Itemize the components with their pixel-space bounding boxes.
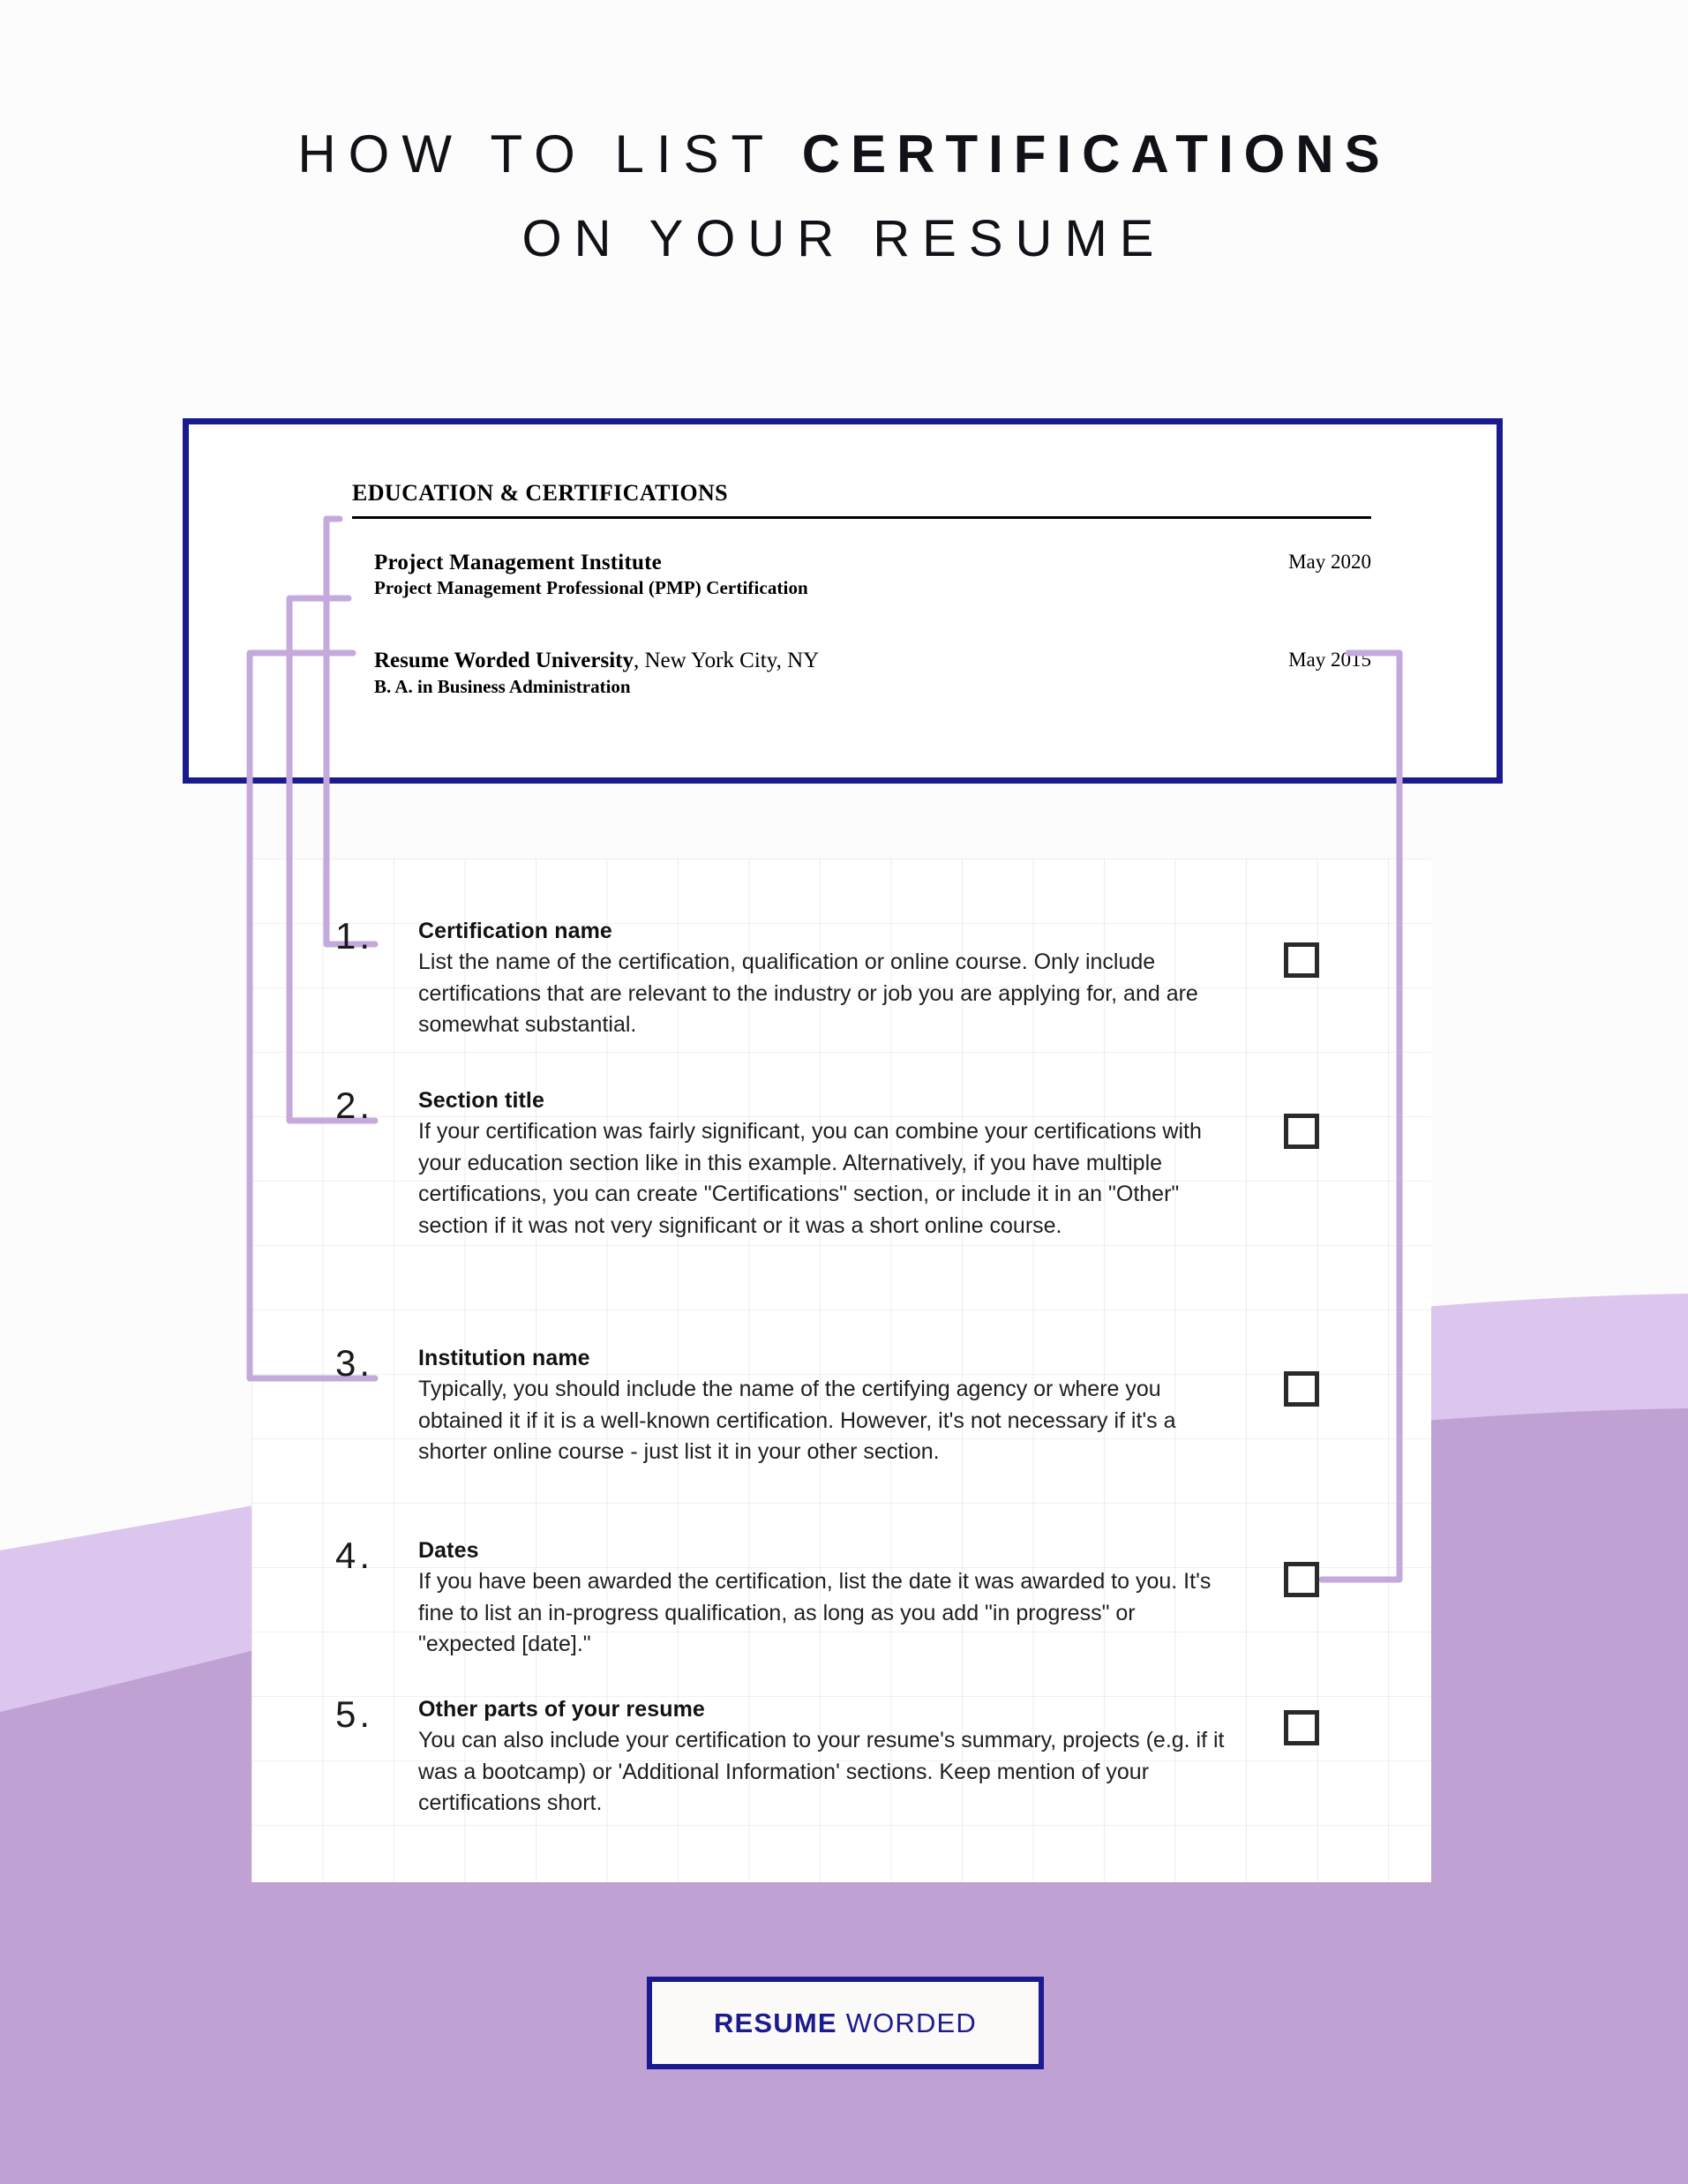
- resume-entry-org: Project Management Institute: [374, 551, 662, 574]
- tip-item-5: 5. Other parts of your resume You can al…: [335, 1696, 1447, 1855]
- tip-item-2: 2. Section title If your certification w…: [335, 1087, 1447, 1345]
- checkbox-tip-5[interactable]: [1284, 1710, 1319, 1745]
- title-line-2: ON YOUR RESUME: [521, 209, 1167, 267]
- tip-heading-3: Institution name: [418, 1346, 590, 1370]
- tip-heading-5: Other parts of your resume: [418, 1697, 705, 1722]
- brand-logo-text: RESUME WORDED: [714, 2008, 977, 2039]
- checkbox-tip-3[interactable]: [1284, 1371, 1319, 1407]
- resume-example-box: EDUCATION & CERTIFICATIONS Project Manag…: [183, 418, 1503, 784]
- tip-number-4: 4.: [335, 1535, 374, 1576]
- brand-name-light: WORDED: [836, 2007, 978, 2038]
- tip-item-1: 1. Certification name List the name of t…: [335, 918, 1447, 1087]
- tip-item-4: 4. Dates If you have been awarded the ce…: [335, 1537, 1447, 1696]
- tip-number-2: 2.: [335, 1084, 374, 1126]
- tip-text-5: You can also include your certification …: [418, 1728, 1225, 1816]
- checkbox-tip-1[interactable]: [1284, 942, 1319, 978]
- tip-item-3: 3. Institution name Typically, you shoul…: [335, 1345, 1447, 1537]
- tip-text-2: If your certification was fairly signifi…: [418, 1119, 1202, 1238]
- tip-number-1: 1.: [335, 915, 374, 957]
- tips-list: 1. Certification name List the name of t…: [335, 918, 1447, 1855]
- resume-education-date: May 2015: [1288, 649, 1371, 671]
- grid-background-panel: [251, 859, 1431, 1882]
- resume-entry-date: May 2020: [1288, 551, 1371, 573]
- title-plain: HOW TO LIST: [297, 124, 802, 184]
- tip-text-4: If you have been awarded the certificati…: [418, 1569, 1212, 1657]
- checkbox-tip-2[interactable]: [1284, 1114, 1319, 1149]
- checkbox-tip-4[interactable]: [1284, 1562, 1319, 1597]
- resume-section-heading: EDUCATION & CERTIFICATIONS: [352, 480, 729, 506]
- title-bold: CERTIFICATIONS: [801, 124, 1391, 184]
- tip-heading-4: Dates: [418, 1538, 479, 1563]
- tip-number-5: 5.: [335, 1693, 374, 1735]
- page-title: HOW TO LIST CERTIFICATIONS ON YOUR RESUM…: [0, 124, 1688, 269]
- tip-text-3: Typically, you should include the name o…: [418, 1377, 1176, 1465]
- tip-text-1: List the name of the certification, qual…: [418, 949, 1198, 1038]
- resume-entry-detail: Project Management Professional (PMP) Ce…: [374, 577, 808, 598]
- tip-heading-1: Certification name: [418, 919, 612, 943]
- tip-number-3: 3.: [335, 1342, 374, 1384]
- brand-name-bold: RESUME: [713, 2007, 837, 2038]
- resume-section-rule: [352, 516, 1371, 519]
- resume-university-location: , New York City, NY: [633, 649, 820, 672]
- title-line-1: HOW TO LIST CERTIFICATIONS: [0, 124, 1688, 186]
- tip-heading-2: Section title: [418, 1088, 544, 1113]
- resume-university-name: Resume Worded University: [374, 649, 634, 672]
- brand-logo[interactable]: RESUME WORDED: [647, 1977, 1044, 2069]
- resume-degree: B. A. in Business Administration: [374, 676, 631, 697]
